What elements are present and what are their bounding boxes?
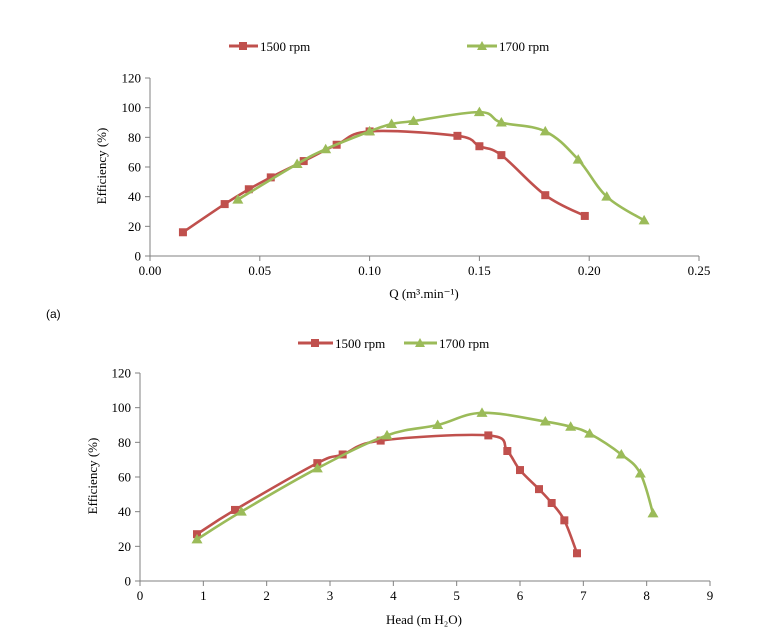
series-1700-rpm-point bbox=[386, 118, 398, 128]
series-1500-rpm-point bbox=[541, 191, 550, 200]
series-1700-rpm-point bbox=[601, 191, 613, 201]
y-tick-label: 40 bbox=[118, 504, 131, 519]
y-axis-title-a: Efficiency (%) bbox=[94, 128, 109, 205]
legend-b-item-1500: 1500 rpm bbox=[298, 336, 385, 351]
legend-a-label-1500: 1500 rpm bbox=[260, 39, 310, 54]
series-1500-rpm-point bbox=[453, 131, 462, 140]
series-1700-rpm-point bbox=[634, 468, 646, 478]
series-1500-rpm-point bbox=[484, 431, 493, 440]
series-a bbox=[178, 106, 650, 237]
series-1700-rpm-point bbox=[647, 507, 659, 518]
series-1500-rpm-point bbox=[244, 185, 253, 194]
y-tick-label: 100 bbox=[122, 100, 142, 115]
x-tick-label: 0.15 bbox=[468, 263, 491, 278]
y-tick-label: 120 bbox=[122, 71, 142, 86]
y-tick-label: 100 bbox=[112, 400, 132, 415]
legend-b-label-1700: 1700 rpm bbox=[439, 336, 489, 351]
axes-a: 0 20 40 60 80 100 120 0.00 0.05 0.10 0.15 0.20 0.25 bbox=[122, 71, 711, 279]
series-1500-rpm-point bbox=[376, 436, 385, 445]
series-1500-rpm-line bbox=[182, 129, 586, 234]
y-tick-label: 120 bbox=[112, 366, 132, 381]
series-1700-rpm-point bbox=[495, 117, 507, 127]
series-1700-rpm-point bbox=[476, 407, 488, 417]
series-1700-rpm-point bbox=[638, 214, 650, 225]
series-1500-rpm-point bbox=[573, 549, 581, 558]
y-tick-label: 60 bbox=[128, 160, 141, 175]
x-axis-title-a: Q (m³.min⁻¹) bbox=[389, 286, 459, 301]
series-1500-rpm-point bbox=[535, 485, 543, 494]
x-tick-label: 7 bbox=[580, 588, 587, 603]
y-tick-label: 0 bbox=[135, 249, 142, 264]
x-tick-label: 2 bbox=[263, 588, 270, 603]
series-1500-rpm-point bbox=[266, 173, 275, 182]
series-1500-rpm-point bbox=[503, 447, 512, 455]
chart-b: 1500 rpm 1700 rpm 0 20 40 60 80 100 120 0 1 2 3 4 5 6… bbox=[85, 336, 713, 627]
legend-b-item-1700: 1700 rpm bbox=[404, 336, 489, 351]
series-1700-rpm-point bbox=[320, 143, 332, 154]
x-tick-label: 1 bbox=[200, 588, 207, 603]
series-1700-rpm-point bbox=[565, 421, 577, 431]
series-1700-rpm-point bbox=[232, 194, 244, 204]
x-tick-label: 5 bbox=[453, 588, 460, 603]
x-tick-label: 8 bbox=[643, 588, 650, 603]
series-1500-rpm-point bbox=[516, 466, 524, 475]
x-tick-label: 6 bbox=[517, 588, 524, 603]
series-1700-rpm-point bbox=[473, 106, 485, 117]
chart-a: 1500 rpm 1700 rpm 0 20 40 60 80 100 120 0.00 0.0… bbox=[46, 39, 710, 321]
series-b bbox=[191, 407, 659, 558]
series-1700-rpm-point bbox=[539, 416, 551, 426]
x-tick-label: 0 bbox=[137, 588, 144, 603]
y-tick-label: 80 bbox=[118, 435, 131, 450]
series-1500-rpm-point bbox=[560, 516, 569, 525]
series-1500-rpm-line bbox=[196, 433, 579, 554]
series-1700-rpm-point bbox=[584, 428, 596, 438]
legend-a-item-1700: 1700 rpm bbox=[467, 39, 549, 54]
x-tick-label: 0.25 bbox=[688, 263, 711, 278]
y-axis-title-b: Efficiency (%) bbox=[85, 438, 100, 515]
legend-a: 1500 rpm 1700 rpm bbox=[229, 39, 549, 54]
series-1700-rpm-point bbox=[615, 448, 627, 459]
series-1700-rpm-point bbox=[408, 115, 420, 126]
x-tick-label: 0.20 bbox=[578, 263, 601, 278]
y-tick-label: 20 bbox=[118, 539, 131, 554]
legend-b: 1500 rpm 1700 rpm bbox=[298, 336, 489, 351]
series-1700-rpm-point bbox=[539, 125, 551, 136]
series-1700-rpm-point bbox=[572, 154, 584, 164]
series-1500-rpm-point bbox=[547, 499, 556, 507]
y-tick-label: 20 bbox=[128, 219, 141, 234]
series-1500-rpm-point bbox=[178, 228, 187, 237]
series-1500-rpm-point bbox=[497, 151, 506, 160]
y-tick-label: 0 bbox=[125, 574, 132, 589]
series-1500-rpm-point bbox=[220, 200, 229, 209]
x-tick-label: 0.10 bbox=[358, 263, 381, 278]
series-1700-rpm-point bbox=[432, 419, 444, 429]
series-1700-rpm-point bbox=[235, 506, 247, 516]
series-1500-rpm-point bbox=[580, 211, 589, 220]
x-tick-label: 3 bbox=[327, 588, 334, 603]
legend-a-label-1700: 1700 rpm bbox=[499, 39, 549, 54]
series-1500-rpm-point bbox=[475, 142, 484, 151]
series-1700-rpm-point bbox=[364, 125, 376, 136]
x-tick-label: 4 bbox=[390, 588, 397, 603]
axes-b: 0 20 40 60 80 100 120 0 1 2 3 4 5 6 7 8 9 bbox=[112, 366, 714, 604]
series-1700-rpm-line bbox=[196, 411, 655, 541]
x-axis-title-b: Head (m H₂O) bbox=[386, 612, 462, 627]
series-1700-rpm-point bbox=[311, 462, 323, 473]
y-tick-label: 40 bbox=[128, 189, 141, 204]
x-tick-label: 0.05 bbox=[248, 263, 271, 278]
series-1700-rpm-point bbox=[191, 533, 203, 544]
x-tick-label: 0.00 bbox=[139, 263, 162, 278]
panel-label-a: (a) bbox=[46, 307, 61, 321]
legend-b-label-1500: 1500 rpm bbox=[335, 336, 385, 351]
y-tick-label: 60 bbox=[118, 470, 131, 485]
series-1500-rpm-point bbox=[231, 505, 239, 514]
legend-a-item-1500: 1500 rpm bbox=[229, 39, 310, 54]
x-tick-label: 9 bbox=[707, 588, 714, 603]
series-1700-rpm-point bbox=[381, 429, 393, 440]
series-1700-rpm-point bbox=[291, 158, 303, 169]
y-tick-label: 80 bbox=[128, 130, 141, 145]
